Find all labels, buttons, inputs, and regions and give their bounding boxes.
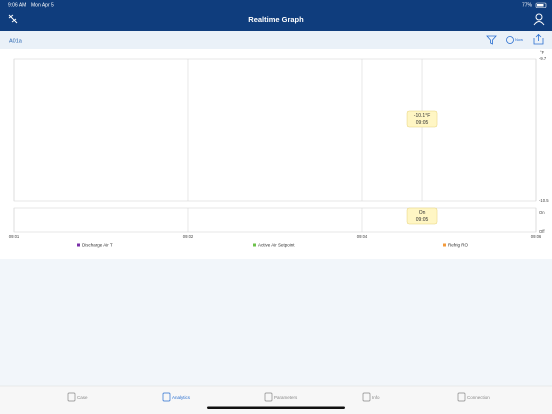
share-icon[interactable] [533, 33, 544, 45]
disconnect-glyph [8, 14, 18, 24]
legend-swatch [77, 243, 80, 247]
nav-bar [0, 0, 552, 31]
chart: -9.7-10.5°F-10.1°F09:05OnOffOn09:0509:01… [9, 50, 549, 247]
tab-label[interactable]: Case [77, 395, 88, 400]
profile-icon[interactable] [533, 13, 545, 26]
y-tick-label: -10.5 [539, 198, 549, 203]
legend-label: Discharge Air T [82, 242, 113, 247]
legend-swatch [253, 243, 256, 247]
toolbar [0, 31, 552, 49]
tab-icon[interactable] [362, 392, 371, 402]
status-date: Mon Apr 5 [31, 2, 54, 8]
tab-icon[interactable] [264, 392, 273, 402]
profile-body [533, 21, 545, 26]
battery-icon [535, 2, 547, 8]
disconnect-icon[interactable] [8, 14, 18, 24]
profile-head [535, 13, 543, 21]
tab-icon[interactable] [67, 392, 76, 402]
tooltip-value: -10.1°F [414, 113, 430, 119]
tooltip-box [406, 110, 438, 128]
chart-panel [0, 49, 552, 259]
tab-icon[interactable] [162, 392, 171, 402]
x-tick-label: 09:04 [357, 234, 368, 239]
tooltip-time: 09:05 [416, 120, 429, 126]
now-icon[interactable] [506, 36, 514, 44]
tab-label[interactable]: Parameters [274, 395, 298, 400]
tab-bar [0, 386, 552, 414]
nav-title: Realtime Graph [248, 15, 304, 24]
battery-text: 77% [522, 2, 533, 8]
tooltip-value: On [419, 210, 426, 216]
x-tick-label: 09:02 [183, 234, 194, 239]
tab-label[interactable]: Analytics [172, 395, 191, 400]
device-name: A01a [9, 38, 23, 44]
y-axis-label: °F [540, 50, 545, 55]
tab-label[interactable]: Connection [467, 395, 490, 400]
tooltip-box [406, 207, 438, 225]
legend-label: Refrig RO [448, 242, 469, 247]
x-tick-label: 09:01 [9, 234, 20, 239]
tab-label[interactable]: Info [372, 395, 380, 400]
y-tick-label: On [539, 210, 545, 215]
y-tick-label: -9.7 [539, 56, 547, 61]
home-indicator [207, 406, 345, 409]
legend-label: Active Air Setpoint [258, 242, 295, 247]
tooltip-time: 09:05 [416, 217, 429, 223]
tabs: Case Analytics Parameters Info Connection [67, 392, 490, 402]
legend-swatch [443, 243, 446, 247]
status-time: 9:06 AM [8, 2, 26, 8]
y-tick-label: Off [539, 229, 545, 234]
x-tick-label: 09:06 [531, 234, 542, 239]
filter-icon[interactable] [486, 35, 497, 45]
battery-level [537, 4, 544, 7]
now-label[interactable]: Now [515, 37, 523, 42]
tab-icon[interactable] [457, 392, 466, 402]
